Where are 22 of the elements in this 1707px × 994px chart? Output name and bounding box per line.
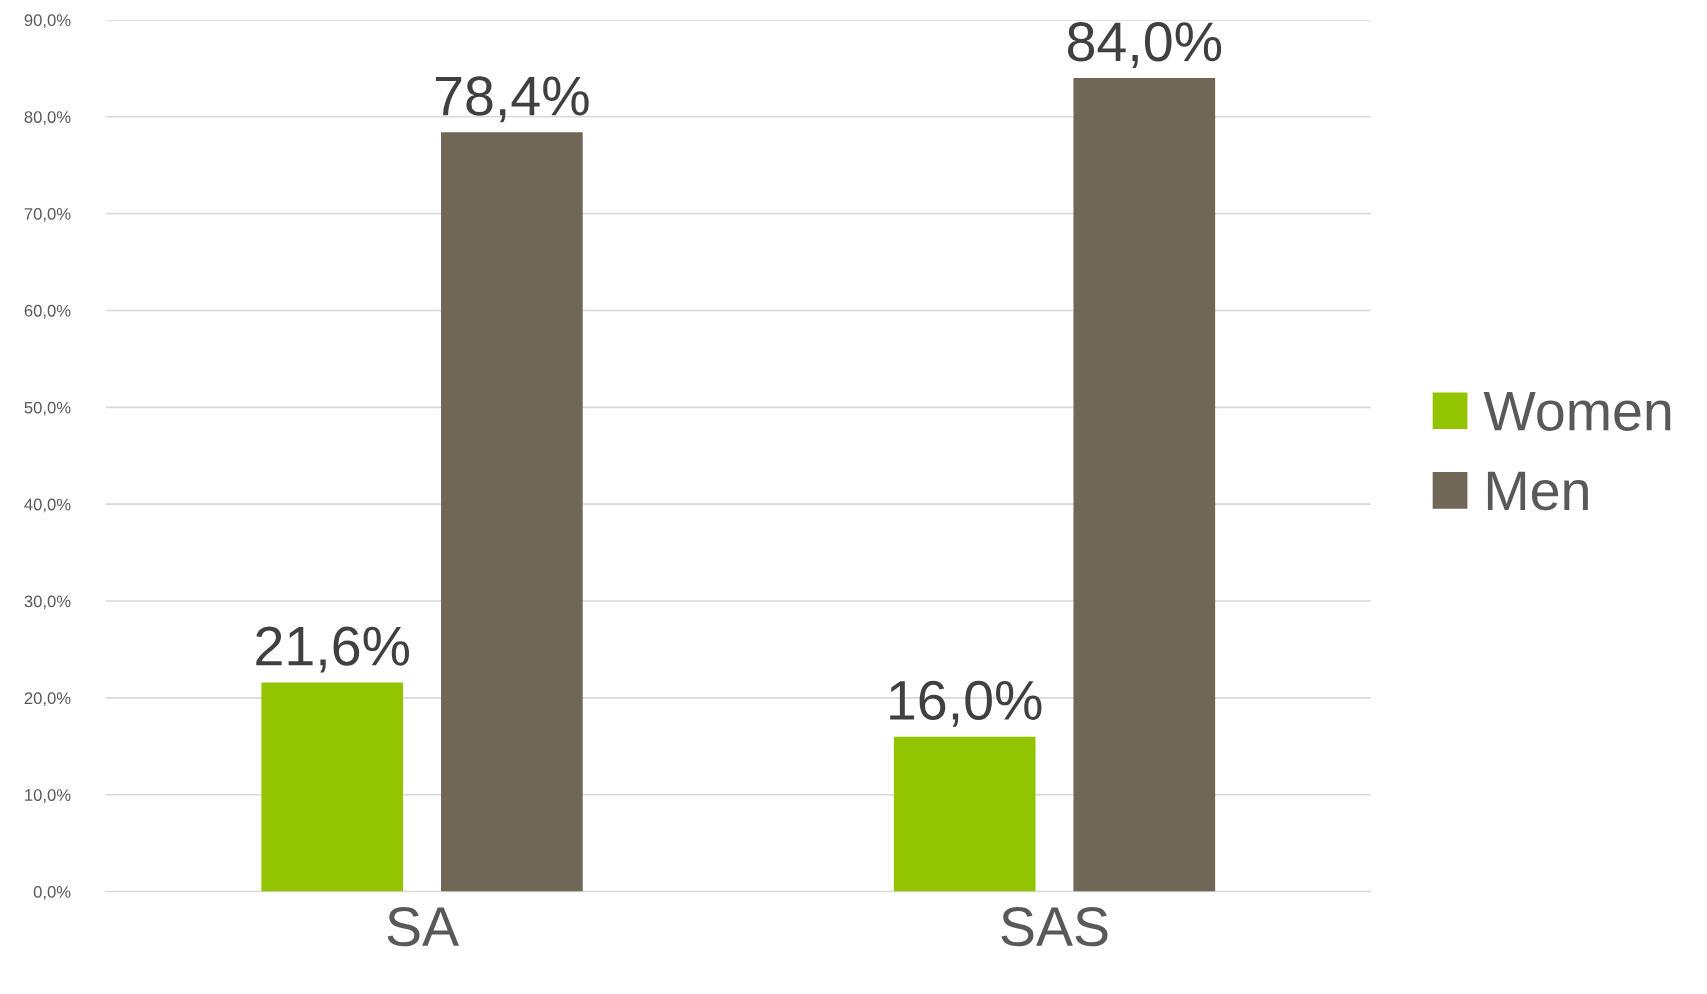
data-label: 84,0% [1067,22,1222,69]
y-tick-label: 90,0% [24,14,71,29]
y-tick-label: 50,0% [24,401,71,416]
data-label: 21,6% [256,626,410,673]
y-tick-label: 20,0% [24,692,71,707]
legend-label: Men [1487,471,1588,511]
y-tick-label: 80,0% [24,111,71,125]
y-tick-label: 40,0% [24,498,71,513]
x-tick-label: SAS [1001,906,1108,947]
x-tick-label: SA [387,906,459,947]
data-label: 16,0% [890,680,1042,727]
y-tick-label: 0,0% [33,886,71,900]
bar [261,682,404,892]
bar [441,132,583,892]
legend-label: Women [1483,392,1671,431]
y-tick-label: 10,0% [25,789,71,803]
data-label: 78,4% [435,76,589,123]
bar [1073,78,1216,892]
y-tick-label: 70,0% [24,208,71,222]
y-tick-label: 30,0% [24,595,71,610]
bar [893,736,1036,892]
y-tick-label: 60,0% [24,304,71,319]
